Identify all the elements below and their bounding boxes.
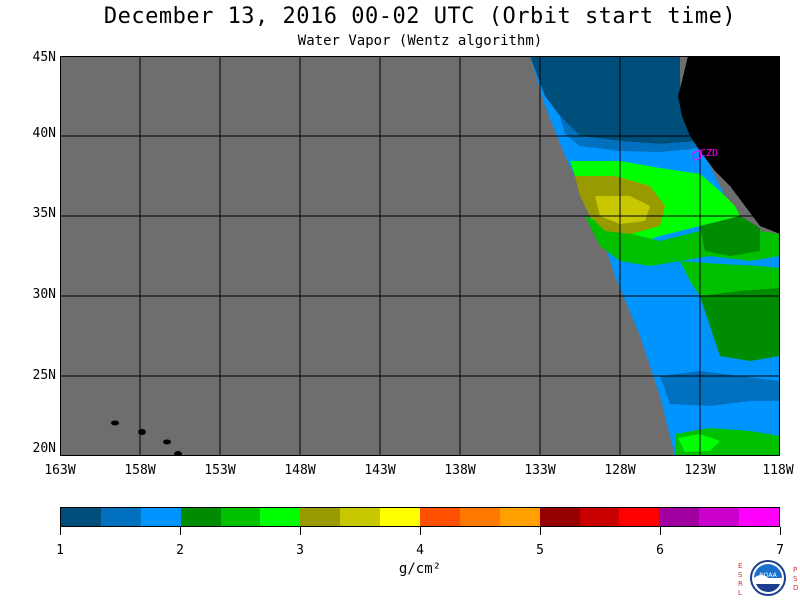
lon-label-128w: 128W bbox=[604, 463, 636, 478]
lon-label-148w: 148W bbox=[284, 463, 316, 478]
colorbar-tick-label: 3 bbox=[296, 543, 304, 558]
map-title: December 13, 2016 00-02 UTC (Orbit start… bbox=[103, 4, 737, 29]
swath-yellow-patch bbox=[595, 196, 650, 224]
lat-label-40n: 40N bbox=[32, 126, 56, 141]
colorbar-segment bbox=[420, 508, 460, 526]
colorbar-segment bbox=[220, 508, 261, 526]
swath-green-south-2 bbox=[680, 261, 780, 296]
colorbar-segment bbox=[340, 508, 381, 526]
colorbar-segment bbox=[699, 508, 740, 526]
lon-label-123w: 123W bbox=[684, 463, 716, 478]
swath-dark-blue-north bbox=[530, 56, 700, 144]
lat-label-45n: 45N bbox=[32, 50, 56, 65]
colorbar-segment bbox=[140, 508, 181, 526]
noaa-logo-icon: E S R L P S D NOAA bbox=[738, 560, 798, 597]
colorbar-units: g/cm² bbox=[398, 561, 442, 577]
swath-green-bottom-2 bbox=[678, 434, 720, 452]
swath-green-south bbox=[700, 286, 780, 361]
colorbar-tick-label: 5 bbox=[536, 543, 544, 558]
swath-dark-blue-south bbox=[660, 371, 780, 406]
logo-letter-d: D bbox=[793, 584, 798, 592]
colorbar-segment bbox=[61, 508, 101, 526]
station-marker bbox=[692, 149, 702, 161]
colorbar-tick-label: 4 bbox=[416, 543, 424, 558]
colorbar-tick-label: 2 bbox=[176, 543, 184, 558]
logo-letter-s2: S bbox=[793, 575, 798, 583]
colorbar-segment bbox=[539, 508, 580, 526]
lon-label-163w: 163W bbox=[44, 463, 76, 478]
island-kauai bbox=[111, 420, 119, 426]
colorbar bbox=[60, 507, 780, 527]
colorbar-tick-mark bbox=[180, 527, 181, 535]
colorbar-segment bbox=[739, 508, 780, 526]
water-vapor-map: CZD bbox=[60, 56, 780, 456]
logo-letter-e: E bbox=[738, 562, 742, 570]
logo-letter-s: S bbox=[738, 571, 743, 579]
lat-label-20n: 20N bbox=[32, 441, 56, 456]
swath-mid-blue-band bbox=[560, 116, 705, 152]
colorbar-segment bbox=[260, 508, 301, 526]
logo-letter-r: R bbox=[738, 580, 743, 588]
colorbar-segment bbox=[619, 508, 660, 526]
lat-lon-grid bbox=[60, 56, 780, 456]
colorbar-segment bbox=[380, 508, 421, 526]
colorbar-segment bbox=[659, 508, 700, 526]
lon-label-133w: 133W bbox=[524, 463, 556, 478]
lon-label-143w: 143W bbox=[364, 463, 396, 478]
island-oahu bbox=[138, 429, 146, 435]
colorbar-tick-mark bbox=[660, 527, 661, 535]
colorbar-segment bbox=[180, 508, 221, 526]
colorbar-segment bbox=[100, 508, 141, 526]
island-big bbox=[174, 451, 182, 456]
swath-dark-green bbox=[700, 216, 760, 256]
colorbar-segment bbox=[579, 508, 620, 526]
land-california bbox=[678, 56, 780, 234]
colorbar-tick-label: 7 bbox=[776, 543, 784, 558]
map-border bbox=[60, 56, 780, 456]
logo-letter-p: P bbox=[793, 566, 797, 574]
island-molokai bbox=[163, 439, 171, 445]
lon-label-118w: 118W bbox=[762, 463, 794, 478]
colorbar-segment bbox=[459, 508, 500, 526]
lat-label-25n: 25N bbox=[32, 368, 56, 383]
lon-label-153w: 153W bbox=[204, 463, 236, 478]
lat-label-35n: 35N bbox=[32, 206, 56, 221]
map-subtitle: Water Vapor (Wentz algorithm) bbox=[297, 33, 543, 49]
colorbar-segment bbox=[499, 508, 540, 526]
station-label: CZD bbox=[700, 148, 718, 159]
colorbar-tick-mark bbox=[420, 527, 421, 535]
lat-label-30n: 30N bbox=[32, 287, 56, 302]
colorbar-tick-mark bbox=[300, 527, 301, 535]
lon-label-158w: 158W bbox=[124, 463, 156, 478]
colorbar-tick-mark bbox=[540, 527, 541, 535]
logo-name: NOAA bbox=[759, 572, 777, 579]
logo-letter-l: L bbox=[738, 589, 742, 597]
colorbar-tick-mark bbox=[780, 527, 781, 535]
colorbar-tick-label: 6 bbox=[656, 543, 664, 558]
lon-label-138w: 138W bbox=[444, 463, 476, 478]
colorbar-segment bbox=[300, 508, 341, 526]
colorbar-tick-mark bbox=[60, 527, 61, 535]
colorbar-tick-label: 1 bbox=[56, 543, 64, 558]
